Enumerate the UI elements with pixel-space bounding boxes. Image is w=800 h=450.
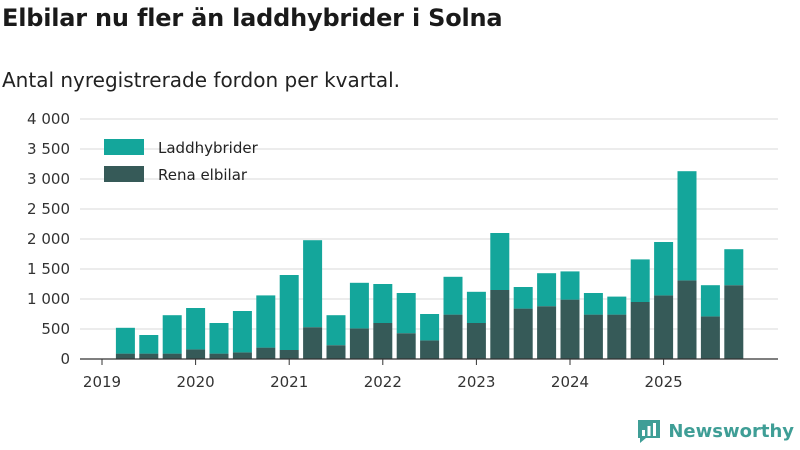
bar-rena-elbilar bbox=[724, 285, 744, 359]
legend: Laddhybrider Rena elbilar bbox=[104, 139, 259, 184]
y-tick-label: 1 000 bbox=[27, 290, 70, 308]
bar-laddhybrider bbox=[654, 242, 674, 296]
x-tick-label: 2023 bbox=[457, 373, 495, 391]
bar-laddhybrider bbox=[232, 311, 252, 353]
bar-rena-elbilar bbox=[537, 306, 557, 359]
bar-rena-elbilar bbox=[700, 316, 720, 359]
bar-laddhybrider bbox=[279, 275, 299, 350]
bar-rena-elbilar bbox=[326, 345, 346, 359]
bar-rena-elbilar bbox=[209, 353, 229, 359]
bar-laddhybrider bbox=[209, 323, 229, 354]
bar-laddhybrider bbox=[186, 308, 206, 350]
bar-rena-elbilar bbox=[560, 299, 580, 359]
bar-laddhybrider bbox=[583, 293, 603, 315]
y-tick-label: 2 500 bbox=[27, 200, 70, 218]
y-tick-label: 2 000 bbox=[27, 230, 70, 248]
bar-laddhybrider bbox=[607, 296, 627, 315]
y-tick-label: 3 500 bbox=[27, 140, 70, 158]
chart-title: Elbilar nu fler än laddhybrider i Solna bbox=[2, 4, 503, 32]
bar-laddhybrider bbox=[420, 314, 440, 341]
newsworthy-logo-icon bbox=[638, 420, 661, 443]
x-tick-label: 2022 bbox=[364, 373, 402, 391]
y-tick-label: 1 500 bbox=[27, 260, 70, 278]
bar-laddhybrider bbox=[700, 285, 720, 317]
x-axis: 2019 2020 2021 2022 2023 2024 2025 bbox=[80, 358, 778, 391]
bar-laddhybrider bbox=[303, 240, 323, 328]
bar-rena-elbilar bbox=[420, 340, 440, 359]
x-tick-label: 2020 bbox=[177, 373, 215, 391]
bar-rena-elbilar bbox=[162, 353, 182, 359]
bar-rena-elbilar bbox=[303, 327, 323, 359]
bar-rena-elbilar bbox=[186, 349, 206, 359]
bar-rena-elbilar bbox=[630, 302, 650, 359]
bar-laddhybrider bbox=[724, 249, 744, 286]
bar-laddhybrider bbox=[466, 291, 486, 323]
x-tick-label: 2021 bbox=[270, 373, 308, 391]
bar-laddhybrider bbox=[630, 259, 650, 302]
y-tick-label: 0 bbox=[60, 350, 70, 368]
bar-rena-elbilar bbox=[654, 295, 674, 359]
x-tick-label: 2019 bbox=[83, 373, 121, 391]
bar-laddhybrider bbox=[443, 276, 463, 315]
bar-laddhybrider bbox=[560, 271, 580, 300]
legend-label-laddhybrider: Laddhybrider bbox=[158, 139, 259, 157]
bar-rena-elbilar bbox=[373, 323, 393, 359]
bar-rena-elbilar bbox=[490, 290, 510, 359]
bar-rena-elbilar bbox=[349, 328, 369, 359]
legend-swatch-laddhybrider bbox=[104, 139, 144, 155]
bar-rena-elbilar bbox=[396, 333, 416, 359]
gridlines bbox=[80, 118, 778, 330]
bar-rena-elbilar bbox=[583, 314, 603, 359]
bar-laddhybrider bbox=[139, 335, 159, 354]
bar-rena-elbilar bbox=[443, 314, 463, 359]
x-tick-label: 2025 bbox=[645, 373, 683, 391]
y-tick-label: 500 bbox=[41, 320, 70, 338]
y-axis-tick-labels: 0 500 1 000 1 500 2 000 2 500 3 000 3 500 4 000 bbox=[27, 110, 70, 368]
bar-laddhybrider bbox=[396, 293, 416, 334]
bar-laddhybrider bbox=[490, 233, 510, 290]
bar-rena-elbilar bbox=[677, 280, 697, 359]
bar-laddhybrider bbox=[162, 315, 182, 354]
bar-laddhybrider bbox=[537, 273, 557, 307]
bar-laddhybrider bbox=[349, 282, 369, 329]
bar-laddhybrider bbox=[513, 287, 533, 309]
bar-laddhybrider bbox=[256, 295, 276, 348]
bar-rena-elbilar bbox=[607, 314, 627, 359]
bar-rena-elbilar bbox=[466, 323, 486, 359]
bar-rena-elbilar bbox=[232, 352, 252, 359]
legend-label-rena-elbilar: Rena elbilar bbox=[158, 166, 248, 184]
bar-rena-elbilar bbox=[256, 347, 276, 359]
y-tick-label: 3 000 bbox=[27, 170, 70, 188]
y-tick-label: 4 000 bbox=[27, 110, 70, 128]
x-tick-label: 2024 bbox=[551, 373, 589, 391]
bar-rena-elbilar bbox=[513, 308, 533, 359]
bar-rena-elbilar bbox=[115, 353, 135, 359]
bar-rena-elbilar bbox=[139, 353, 159, 359]
bar-laddhybrider bbox=[115, 327, 135, 354]
bar-laddhybrider bbox=[677, 171, 697, 281]
bar-rena-elbilar bbox=[279, 350, 299, 359]
chart-subtitle: Antal nyregistrerade fordon per kvartal. bbox=[2, 68, 401, 92]
brand-logo: Newsworthy bbox=[636, 418, 794, 444]
bars bbox=[115, 171, 744, 359]
legend-swatch-rena-elbilar bbox=[104, 166, 144, 182]
bar-laddhybrider bbox=[326, 315, 346, 346]
bar-laddhybrider bbox=[373, 284, 393, 323]
brand-name: Newsworthy bbox=[668, 420, 794, 442]
